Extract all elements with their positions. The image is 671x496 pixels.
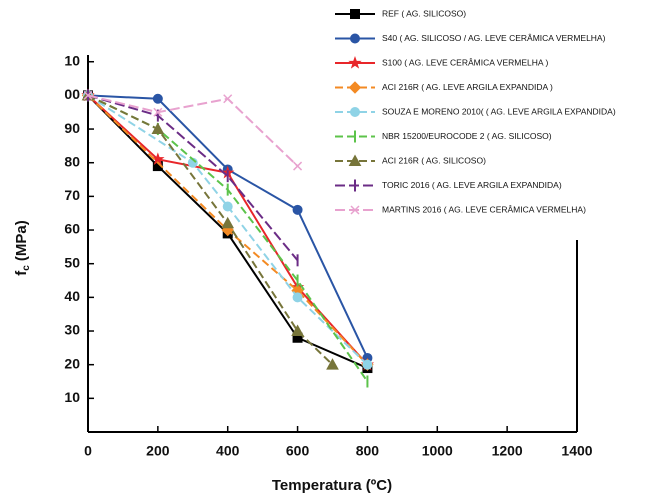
y-tick-label: 30 [64,322,80,338]
x-tick-label: 0 [84,443,92,459]
marker [153,107,163,117]
x-tick-label: 600 [286,443,310,459]
marker [292,292,303,303]
marker [362,359,373,370]
y-label-unit: (MPa) [13,220,30,261]
y-tick-label: 20 [64,355,80,371]
series-line [87,94,299,261]
y-tick-label: 10 [64,389,80,405]
legend-label: TORIC 2016 ( AG. LEVE ARGILA EXPANDIDA) [382,180,562,190]
y-tick-label: 50 [64,254,80,270]
x-tick-label: 1000 [422,443,453,459]
y-tick-label: 80 [64,153,80,169]
series-line [87,94,334,366]
legend-label: MARTINS 2016 ( AG. LEVE CERÂMICA VERMELH… [382,204,586,214]
y-axis-label: fc (MPa) [13,220,32,275]
marker [291,324,304,337]
marker [326,358,339,370]
marker [292,204,303,215]
legend-marker [348,154,362,166]
series-line [87,94,369,366]
legend-label: ACI 216R ( AG. LEVE ARGILA EXPANDIDA ) [382,82,553,92]
marker [221,216,235,229]
marker [151,122,165,135]
y-tick-label: 10 [64,52,80,68]
legend-marker [350,205,360,215]
y-tick-label: 60 [64,221,80,237]
x-tick-label: 200 [146,443,170,459]
y-tick-label: 00 [64,86,80,102]
y-tick-label: 70 [64,187,80,203]
y-tick-label: 90 [64,120,80,136]
x-tick-label: 800 [356,443,380,459]
legend-marker [350,9,360,19]
legend-label: S100 ( AG. LEVE CERÂMICA VERMELHA ) [382,57,548,67]
legend-label: S40 ( AG. SILICOSO / AG. LEVE CERÂMICA V… [382,33,606,43]
x-tick-label: 400 [216,443,240,459]
marker [83,90,93,100]
legend-marker [348,55,362,69]
x-axis-label: Temperatura (ºC) [272,477,392,494]
y-label-sub: c [21,265,32,271]
legend-label: ACI 216R ( AG. SILICOSO) [382,155,486,165]
marker [293,161,303,171]
y-label-base: f [13,270,30,276]
x-tick-label: 1400 [561,443,592,459]
legend-marker [350,33,360,44]
x-tick-label: 1200 [492,443,523,459]
legend-label: SOUZA E MORENO 2010( ( AG. LEVE ARGILA E… [382,106,616,116]
marker [152,93,163,104]
legend-label: REF ( AG. SILICOSO) [382,8,466,18]
y-tick-label: 40 [64,288,80,304]
legend-marker [350,107,360,117]
series-line [87,94,299,167]
marker [223,94,233,104]
legend-label: NBR 15200/EUROCODE 2 ( AG. SILICOSO) [382,131,552,141]
marker [222,201,233,212]
legend-marker [348,81,362,94]
